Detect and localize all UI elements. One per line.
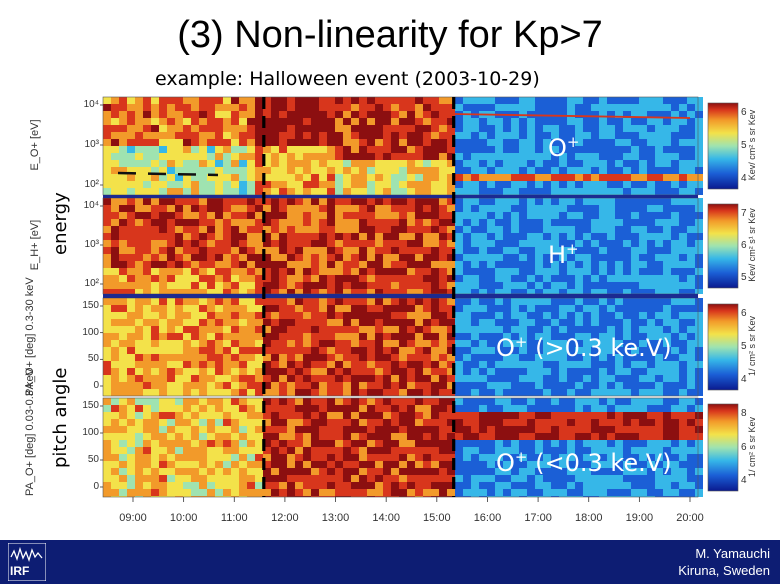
y-axis-label-1: E_O+ [eV] xyxy=(29,119,41,171)
y-tick-label: 10³ xyxy=(84,139,99,150)
colorbar-tick-label: 4 xyxy=(741,374,747,385)
y-axis-label-4: PA_O+ [deg] 0.03-0.3 keV xyxy=(24,368,36,496)
panel-label-4: O+ (<0.3 ke.V) xyxy=(496,448,672,477)
y-tick-label: 10⁴ xyxy=(83,99,99,110)
panel-separator xyxy=(103,195,698,198)
colorbar-tick-label: 4 xyxy=(741,475,747,486)
y-tick-label: 10³ xyxy=(84,239,99,250)
slide-subtitle: example: Halloween event (2003-10-29) xyxy=(155,68,540,90)
y-tick-label: 10⁴ xyxy=(83,200,99,211)
x-tick-label: 18:00 xyxy=(574,512,603,524)
panel-label-3: O+ (>0.3 ke.V) xyxy=(496,333,672,362)
colorbar-tick-label: 6 xyxy=(741,107,747,118)
y-tick-label: 150 xyxy=(82,300,99,311)
panel-label-charge: + xyxy=(566,240,579,258)
panel-label-species: O xyxy=(548,134,567,162)
credit: M. Yamauchi Kiruna, Sweden xyxy=(678,545,770,579)
y-tick-label: 0 xyxy=(93,380,99,391)
panel-label-1: O+ xyxy=(548,133,579,162)
y-tick-label: 50 xyxy=(87,454,99,465)
panel-label-charge: + xyxy=(514,333,528,351)
panel-label-range: (<0.3 ke.V) xyxy=(527,449,672,477)
y-tick-label: 100 xyxy=(82,326,99,338)
y-tick-label: 10² xyxy=(84,278,99,289)
y-tick-label: 10² xyxy=(84,179,99,190)
y-tick-label: 100 xyxy=(82,427,99,438)
x-tick-label: 10:00 xyxy=(169,512,198,524)
colorbar-tick-label: 8 xyxy=(741,408,747,419)
x-tick-label: 15:00 xyxy=(423,512,451,524)
colorbar-2 xyxy=(707,203,739,289)
panel-label-species: H xyxy=(548,241,567,269)
colorbar-tick-label: 5 xyxy=(741,140,747,151)
colorbar-tick-label: 4 xyxy=(741,173,747,184)
colorbar-unit-label: 1/ cm² s sr Kev xyxy=(747,416,757,477)
x-tick-label: 09:00 xyxy=(119,512,147,524)
sc-potential-line xyxy=(453,113,691,119)
colorbar-tick-label: 6 xyxy=(741,240,747,251)
irf-logo-icon xyxy=(8,543,46,581)
colorbar-tick-label: 6 xyxy=(741,441,747,453)
x-tick-label: 14:00 xyxy=(372,512,400,524)
panel-label-2: H+ xyxy=(548,240,579,269)
x-tick-label: 16:00 xyxy=(473,512,502,524)
panel-separator xyxy=(103,294,698,298)
x-tick-label: 17:00 xyxy=(524,512,552,524)
panel-label-charge: + xyxy=(566,133,580,151)
credit-name: M. Yamauchi xyxy=(695,546,770,561)
y-tick-label: 150 xyxy=(82,400,99,411)
colorbar-unit-label: Kev/ cm² s¹ sr Kev xyxy=(747,208,757,282)
panel-4 xyxy=(102,397,703,498)
colorbar-unit-label: 1/ cm² s sr Kev xyxy=(747,316,757,377)
footer-bar xyxy=(0,540,780,584)
colorbar-4 xyxy=(707,403,739,492)
spectrogram-chart xyxy=(100,96,739,502)
x-tick-label: 13:00 xyxy=(321,512,350,524)
x-tick-label: 11:00 xyxy=(220,512,248,524)
colorbar-unit-label: Kev/ cm² s sr Kev xyxy=(747,109,757,181)
panel-label-charge: + xyxy=(514,448,528,466)
threshold-dashes xyxy=(117,171,219,177)
panel-1 xyxy=(102,96,703,196)
panel-label-species: O xyxy=(496,449,515,477)
colorbar-tick-label: 6 xyxy=(741,308,747,319)
colorbar-tick-label: 7 xyxy=(741,208,747,219)
x-tick-label: 19:00 xyxy=(625,512,654,524)
x-tick-label: 20:00 xyxy=(676,512,704,524)
colorbar-1 xyxy=(707,102,739,190)
slide-title: (3) Non-linearity for Kp>7 xyxy=(177,14,603,56)
panel-label-species: O xyxy=(496,334,515,362)
panel-2 xyxy=(102,197,703,295)
panel-3 xyxy=(102,297,703,397)
logo-text: IRF xyxy=(10,564,30,578)
x-tick-label: 12:00 xyxy=(271,512,299,524)
y-tick-label: 50 xyxy=(87,353,99,365)
y-tick-label: 0 xyxy=(93,481,99,492)
credit-location: Kiruna, Sweden xyxy=(678,563,770,578)
colorbar-3 xyxy=(707,303,739,391)
colorbar-tick-label: 5 xyxy=(741,341,747,352)
panel-label-range: (>0.3 ke.V) xyxy=(527,334,672,362)
colorbar-tick-label: 5 xyxy=(741,272,747,283)
